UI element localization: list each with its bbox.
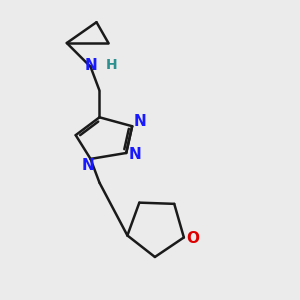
Text: N: N xyxy=(81,158,94,173)
Text: N: N xyxy=(84,58,97,73)
Text: H: H xyxy=(106,58,117,72)
Text: N: N xyxy=(133,114,146,129)
Text: O: O xyxy=(186,231,199,246)
Text: N: N xyxy=(129,147,142,162)
